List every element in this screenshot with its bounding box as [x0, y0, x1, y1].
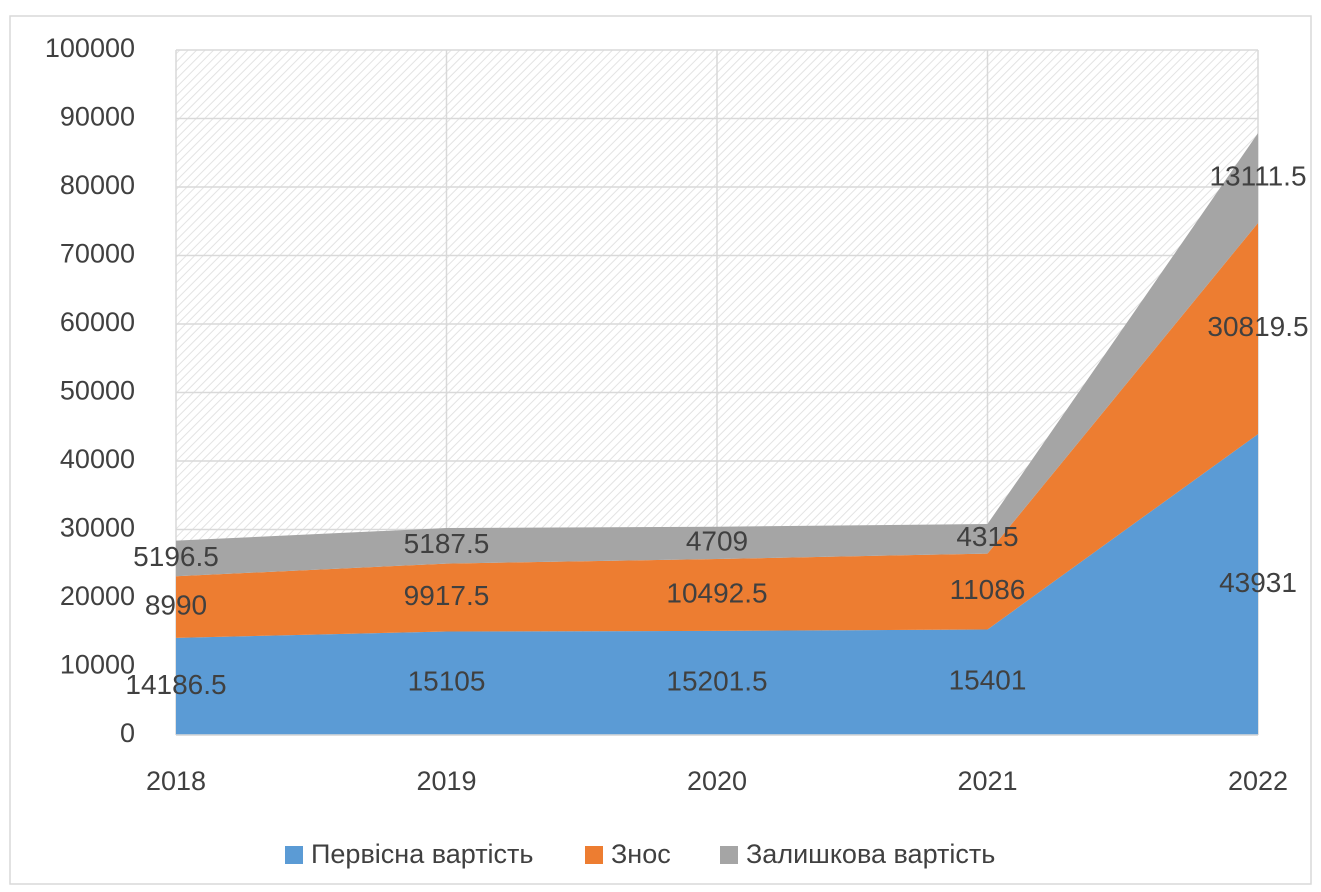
x-tick-label: 2020	[687, 766, 747, 796]
legend-label: Знос	[611, 839, 671, 869]
data-label: 5187.5	[404, 528, 490, 559]
data-label: 15105	[408, 666, 486, 697]
y-tick-label: 90000	[60, 102, 135, 132]
legend-label: Первісна вартість	[311, 839, 534, 869]
legend-swatch	[585, 846, 603, 864]
y-tick-label: 10000	[60, 650, 135, 680]
data-label: 8990	[145, 589, 207, 620]
area	[176, 222, 1258, 638]
data-label: 11086	[950, 574, 1026, 605]
y-tick-label: 80000	[60, 170, 135, 200]
legend-label: Залишкова вартість	[746, 839, 995, 869]
data-label: 43931	[1219, 567, 1297, 598]
data-label: 15201.5	[666, 665, 767, 696]
y-tick-label: 70000	[60, 239, 135, 269]
legend-swatch	[720, 846, 738, 864]
y-tick-label: 50000	[60, 376, 135, 406]
data-label: 5196.5	[133, 541, 219, 572]
y-tick-label: 40000	[60, 444, 135, 474]
y-tick-label: 0	[120, 718, 135, 748]
x-tick-label: 2018	[146, 766, 206, 796]
data-label: 30819.5	[1207, 311, 1308, 342]
y-tick-label: 60000	[60, 307, 135, 337]
data-label: 14186.5	[125, 669, 226, 700]
data-label: 13111.5	[1209, 160, 1306, 191]
data-label: 15401	[949, 665, 1027, 696]
data-label: 4315	[956, 521, 1018, 552]
data-label: 4709	[686, 525, 748, 556]
area	[176, 434, 1258, 735]
legend-swatch	[285, 846, 303, 864]
data-label: 10492.5	[666, 577, 767, 608]
data-label: 9917.5	[404, 580, 490, 611]
y-tick-label: 20000	[60, 581, 135, 611]
x-tick-label: 2021	[957, 766, 1017, 796]
y-tick-label: 100000	[45, 33, 135, 63]
x-tick-label: 2019	[416, 766, 476, 796]
y-tick-label: 30000	[60, 513, 135, 543]
x-tick-label: 2022	[1228, 766, 1288, 796]
